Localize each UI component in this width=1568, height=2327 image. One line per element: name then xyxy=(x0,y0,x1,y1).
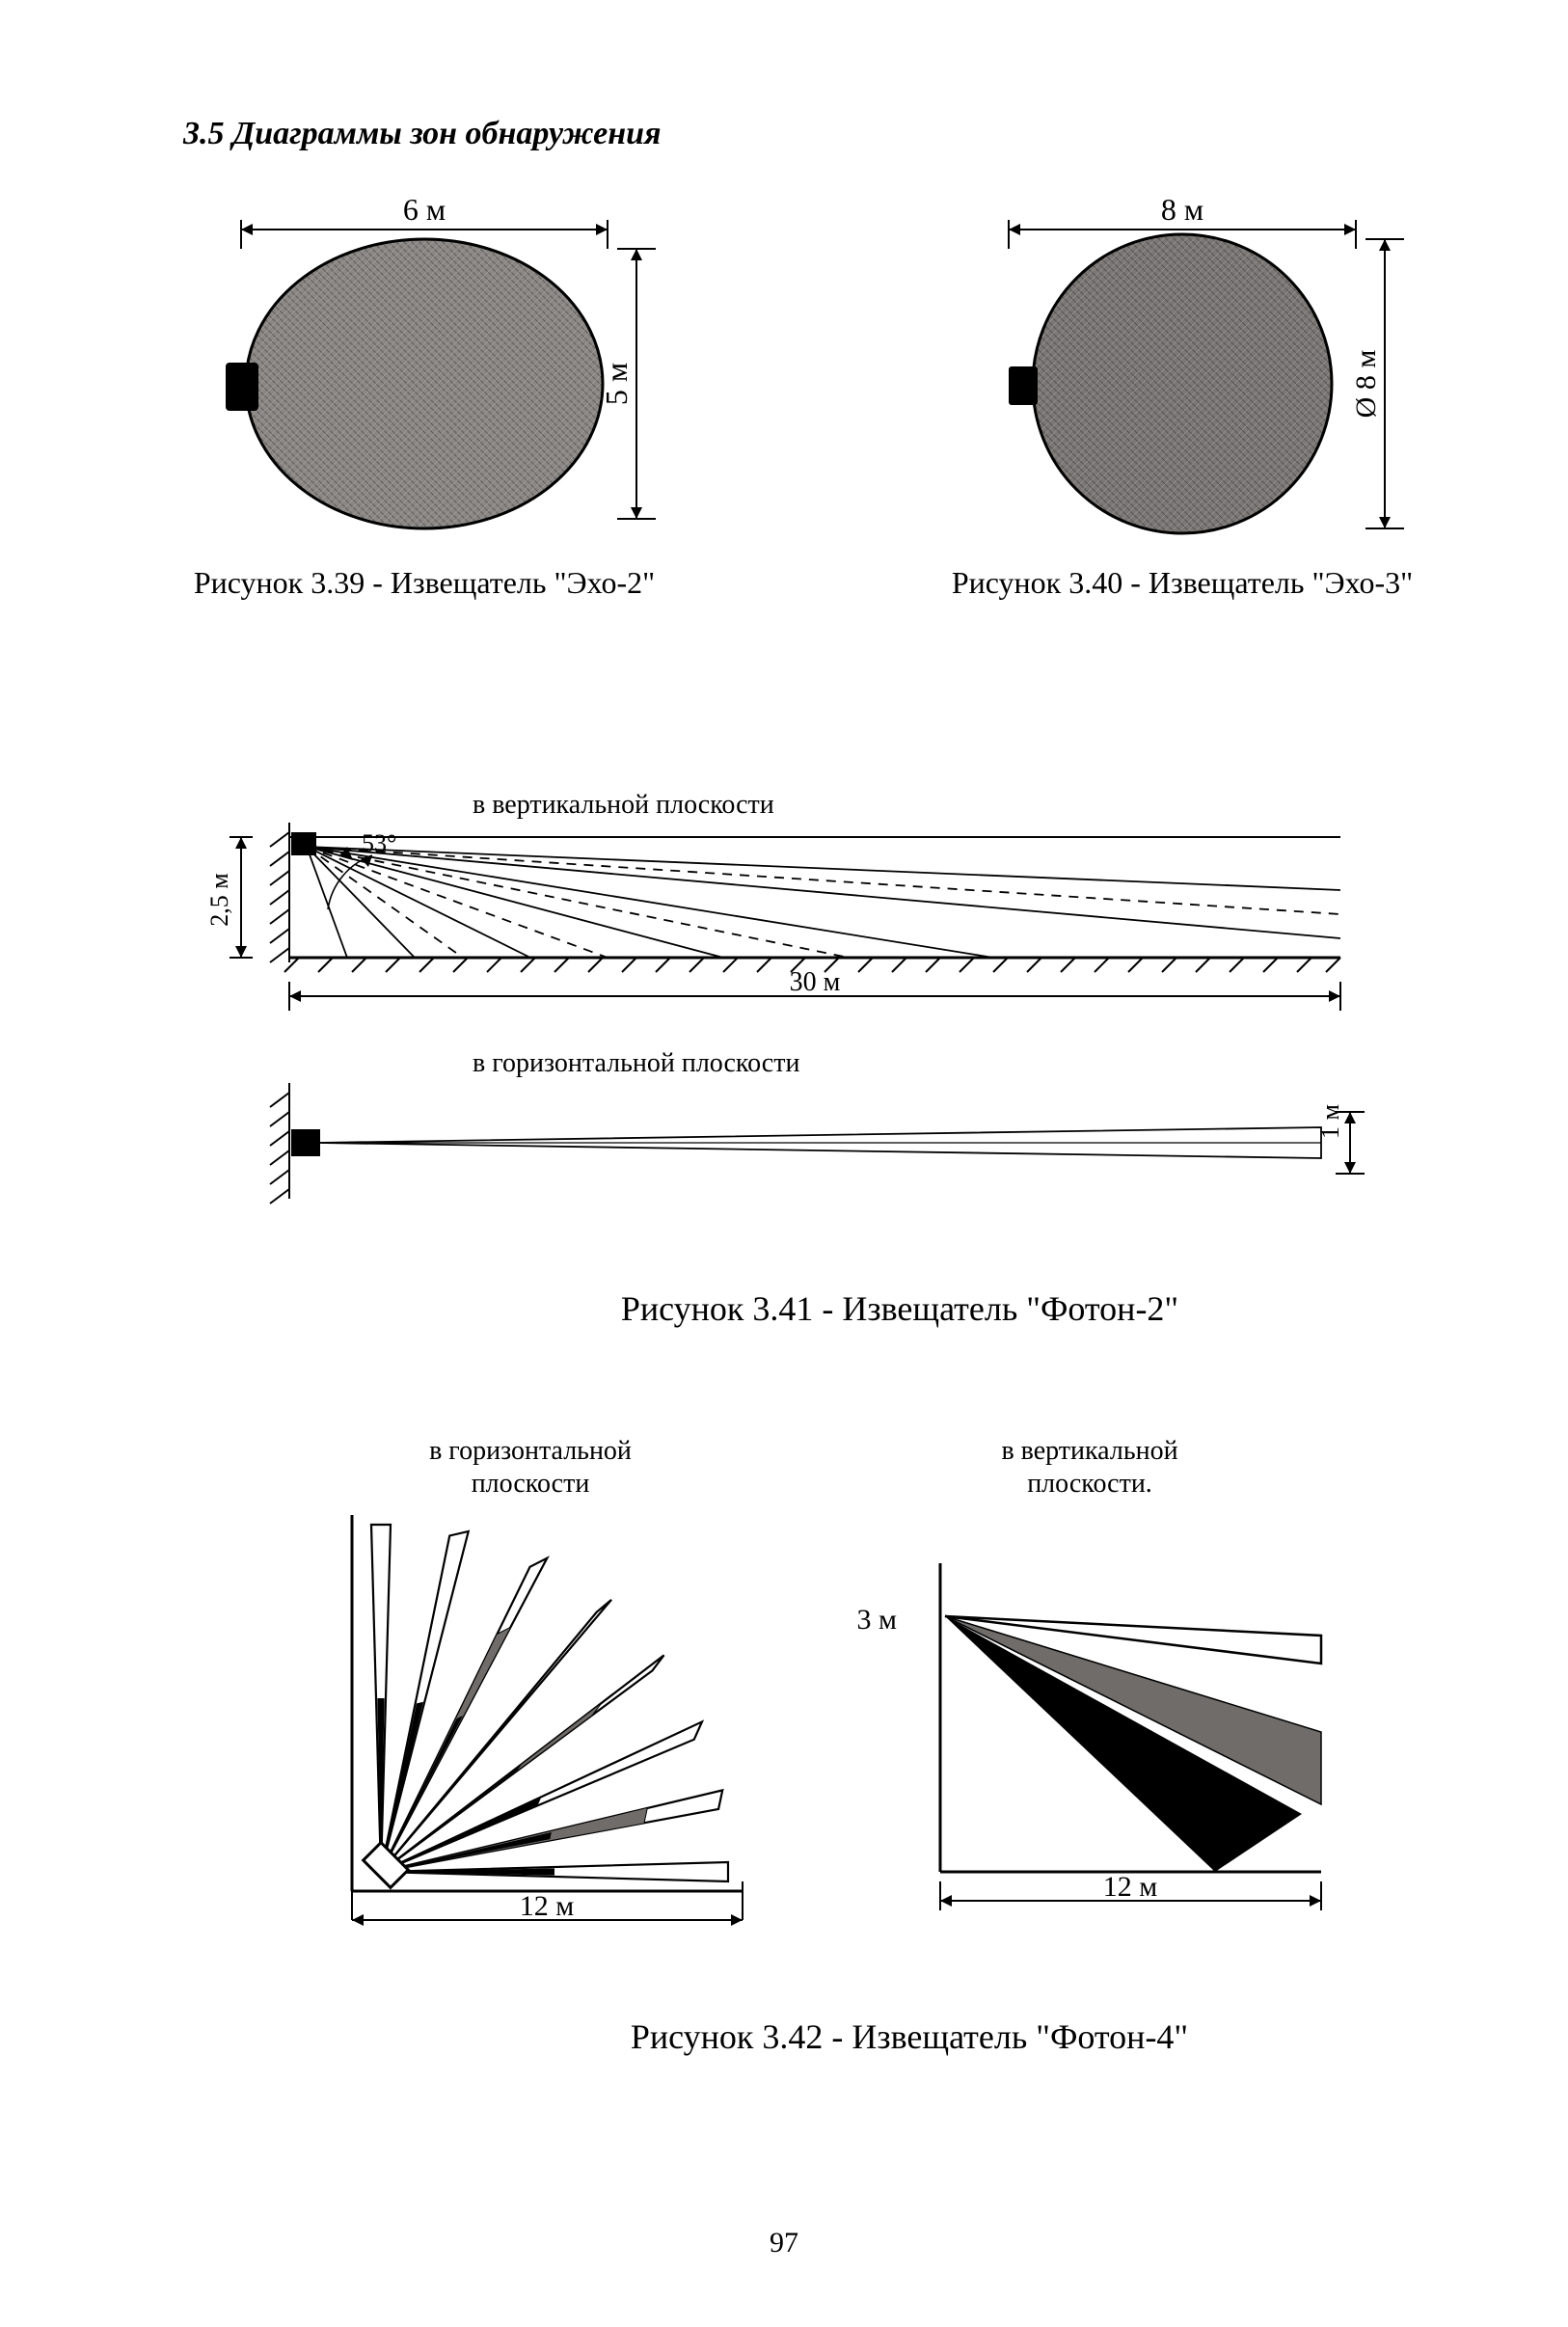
figure-3-39: 6 м 5 м Рисунок 3.39 - Извещатель "Эхо-2… xyxy=(183,191,665,601)
fig40-height-label: Ø 8 м xyxy=(1350,350,1382,419)
fig39-svg: 6 м 5 м xyxy=(183,191,665,538)
fig42-range-left: 12 м xyxy=(520,1890,575,1922)
fig42-range-right: 12 м xyxy=(1103,1871,1158,1903)
page-number: 97 xyxy=(0,2227,1568,2259)
fig41-svg: в вертикальной плоскости 53° xyxy=(183,794,1389,1257)
fig39-height-label: 5 м xyxy=(599,363,634,405)
fig42-right-label: в вертикальной плоскости. xyxy=(1001,1435,1177,1500)
fig40-svg: 8 м Ø 8 м xyxy=(941,191,1423,538)
fig41-rays-solid xyxy=(307,847,1340,958)
top-row: 6 м 5 м Рисунок 3.39 - Извещатель "Эхо-2… xyxy=(183,191,1423,601)
fig40-width-label: 8 м xyxy=(1161,192,1203,227)
figure-3-40: 8 м Ø 8 м Рисунок 3.40 - Извещатель "Эхо… xyxy=(941,191,1423,601)
fig42-fan-svg: 12 м xyxy=(299,1505,762,1959)
fig40-caption: Рисунок 3.40 - Извещатель "Эхо-3" xyxy=(952,565,1413,601)
fig42-side-svg: 3 м 12 м xyxy=(849,1505,1331,1959)
fig42-caption: Рисунок 3.42 - Извещатель "Фотон-4" xyxy=(299,2016,1423,2057)
figure-3-41: в вертикальной плоскости 53° xyxy=(183,794,1423,1329)
fig39-caption: Рисунок 3.39 - Извещатель "Эхо-2" xyxy=(194,565,655,601)
fig41-bottom-label: в горизонтальной плоскости xyxy=(473,1048,799,1078)
fig42-mount-height: 3 м xyxy=(857,1604,898,1636)
fig39-width-label: 6 м xyxy=(403,192,446,227)
fig41-rays-dashed xyxy=(307,847,1340,958)
section-title: 3.5 Диаграммы зон обнаружения xyxy=(183,116,1423,152)
fig41-top-label: в вертикальной плоскости xyxy=(473,794,774,820)
fig41-range: 30 м xyxy=(790,967,841,997)
fig42-left-label: в горизонтальной плоскости xyxy=(429,1435,632,1500)
fig41-mount-height: 2,5 м xyxy=(205,873,233,926)
fig41-end-height: 1 м xyxy=(1316,1104,1344,1139)
figure-3-42: в горизонтальной плоскости 12 м xyxy=(183,1435,1423,2057)
fig41-caption: Рисунок 3.41 - Извещатель "Фотон-2" xyxy=(183,1288,1423,1329)
